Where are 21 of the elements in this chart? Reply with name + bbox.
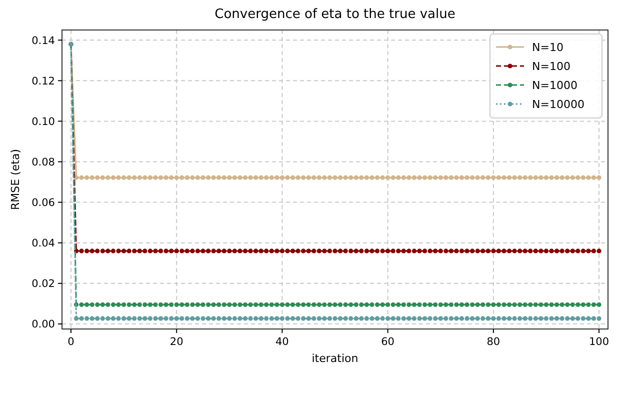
y-tick-label: 0.14: [32, 34, 56, 47]
y-tick-label: 0.10: [32, 116, 55, 128]
y-tick-label: 0.08: [32, 156, 55, 168]
x-tick-label: 80: [486, 336, 500, 348]
y-tick-label: 0.12: [32, 75, 55, 88]
legend-label: N=10: [532, 40, 564, 54]
y-tick-label: 0.02: [32, 278, 55, 290]
x-axis-title: iteration: [312, 352, 358, 365]
x-tick-label: 40: [276, 336, 289, 348]
legend-label: N=10000: [532, 98, 584, 111]
y-axis-title: RMSE (eta): [9, 149, 22, 210]
legend-label: N=100: [532, 60, 570, 73]
chart-title: Convergence of eta to the true value: [214, 7, 456, 22]
x-tick-label: 100: [589, 336, 610, 348]
y-tick-label: 0.06: [32, 196, 56, 209]
y-tick-label: 0.04: [32, 238, 56, 250]
legend-label: N=1000: [532, 78, 578, 92]
x-tick-label: 20: [170, 336, 184, 348]
x-tick-label: 60: [381, 336, 394, 348]
y-tick-label: 0.00: [32, 318, 55, 331]
x-tick-label: 0: [68, 336, 74, 348]
